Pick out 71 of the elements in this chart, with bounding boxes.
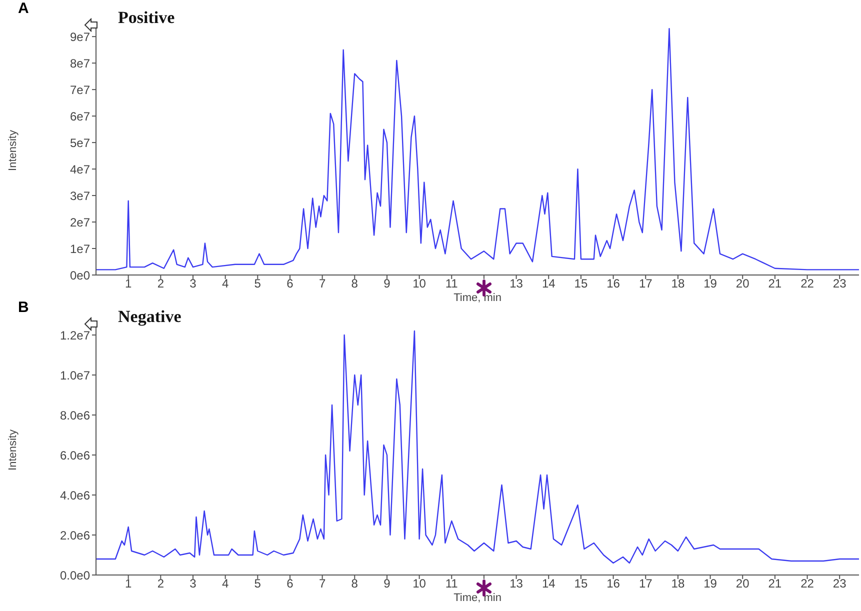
x-tick-label: 20	[736, 276, 750, 291]
x-axis-title: Time, min	[452, 592, 502, 604]
x-tick-label: 7	[318, 276, 326, 291]
x-tick-label: 13	[510, 576, 524, 591]
y-axis-title: Intensity	[6, 130, 19, 171]
x-tick-label: 8	[351, 276, 358, 291]
x-tick-label: 19	[704, 276, 718, 291]
line-series	[96, 330, 859, 564]
y-tick-label: 4e7	[70, 162, 90, 176]
x-tick-label: 8	[351, 576, 358, 591]
y-tick-label: 4.0e6	[60, 488, 90, 502]
x-tick-label: 15	[574, 576, 588, 591]
line-series	[96, 28, 859, 270]
y-axis-title: Intensity	[6, 429, 19, 470]
y-tick-label: 5e7	[70, 136, 90, 150]
y-tick-label: 1e7	[70, 242, 90, 256]
x-tick-label: 16	[606, 276, 620, 291]
y-tick-label: 9e7	[70, 30, 90, 44]
x-tick-label: 5	[254, 576, 262, 591]
x-tick-label: 18	[671, 576, 685, 591]
y-tick-label: 7e7	[70, 82, 90, 97]
x-tick-label: 2	[157, 276, 164, 291]
y-tick-label: 6.0e6	[60, 448, 90, 462]
x-tick-label: 3	[190, 276, 197, 291]
x-tick-label: 21	[768, 276, 782, 291]
x-tick-label: 22	[800, 576, 814, 591]
x-tick-label: 19	[704, 576, 718, 591]
x-tick-label: 20	[736, 576, 750, 591]
x-tick-label: 3	[190, 576, 197, 591]
chart-title: Positive	[118, 8, 175, 28]
x-tick-label: 22	[800, 276, 814, 291]
x-tick-label: 4	[222, 276, 229, 291]
x-tick-label: 14	[542, 576, 556, 591]
text: B	[18, 299, 29, 316]
x-tick-label: 1	[124, 576, 132, 591]
y-tick-label: 0.0e0	[60, 568, 90, 582]
x-tick-label: 18	[671, 276, 685, 291]
y-tick-label: 3e7	[70, 188, 90, 203]
x-tick-label: 17	[638, 576, 653, 591]
y-tick-label: 0e0	[70, 268, 90, 282]
x-tick-label: 11	[445, 276, 458, 291]
x-tick-label: 16	[606, 576, 620, 591]
x-tick-label: 5	[254, 276, 262, 291]
x-tick-label: 23	[832, 576, 847, 591]
y-tick-label: 6e7	[70, 109, 90, 124]
text: A	[18, 0, 29, 17]
x-tick-label: 23	[832, 276, 847, 291]
x-tick-label: 4	[222, 576, 229, 591]
x-tick-label: 13	[510, 276, 524, 291]
x-tick-label: 11	[445, 576, 458, 591]
x-tick-label: 17	[638, 276, 653, 291]
x-tick-label: 6	[286, 576, 294, 591]
y-tick-label: 8e7	[70, 56, 90, 70]
x-tick-label: 9	[384, 576, 391, 591]
x-tick-label: 14	[542, 276, 556, 291]
x-tick-label: 2	[157, 576, 164, 591]
x-tick-label: 9	[384, 276, 391, 291]
chart-title: Negative	[118, 307, 182, 327]
x-tick-label: 21	[768, 576, 782, 591]
x-axis-title: Time, min	[452, 292, 502, 304]
x-tick-label: 10	[412, 576, 426, 591]
y-tick-label: 2e7	[70, 215, 90, 230]
x-tick-label: 10	[412, 276, 426, 291]
y-tick-label: 1.2e7	[60, 328, 90, 342]
y-tick-label: 1.0e7	[60, 368, 90, 382]
y-tick-label: 2.0e6	[60, 528, 90, 542]
x-tick-label: 7	[318, 576, 326, 591]
x-tick-label: 15	[574, 276, 588, 291]
x-tick-label: 6	[286, 276, 294, 291]
y-tick-label: 8.0e6	[60, 408, 90, 422]
x-tick-label: 1	[124, 276, 132, 291]
